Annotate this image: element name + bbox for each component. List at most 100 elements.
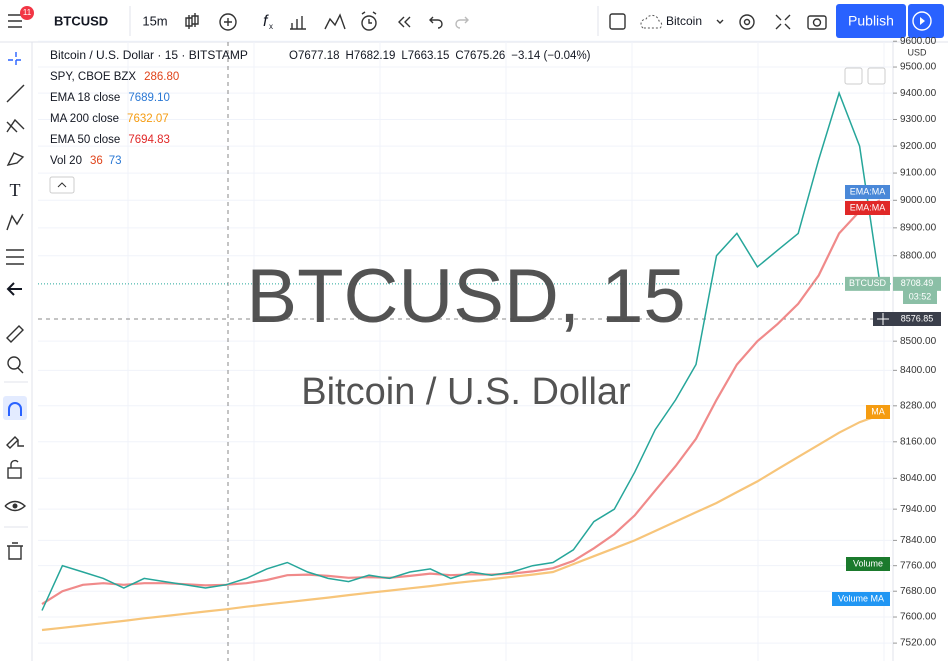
study-name: MA 200 close <box>50 113 119 125</box>
study-name: EMA 18 close <box>50 92 120 104</box>
chart-type-button[interactable] <box>185 13 199 29</box>
symbol-tag: BTCUSD <box>849 278 887 288</box>
interval-button[interactable]: 15m <box>142 13 167 28</box>
alert-button[interactable] <box>361 11 377 31</box>
ohlc-value: L7663.15 <box>401 50 449 62</box>
ohlc-value: O7677.18 <box>289 50 340 62</box>
axis-labels: EMA:MA EMA:MA BTCUSD 8708.49 03:52 8576.85 MA V… <box>832 185 941 606</box>
volume-ma-tag: Volume MA <box>838 593 884 603</box>
plot-area: 9600.00 9500.00 9400.00 9300.00 9200.00 9100.… <box>38 36 937 661</box>
y-tick-label: 9500.00 <box>900 62 937 73</box>
svg-text:f: f <box>263 13 269 30</box>
publish-label: Publish <box>848 13 894 29</box>
redo-button[interactable] <box>455 16 469 29</box>
svg-text:x: x <box>269 22 273 31</box>
volume-value: 36 <box>90 155 103 167</box>
ma-tag-bg <box>866 405 890 419</box>
study-name: EMA 50 close <box>50 134 120 146</box>
ema-tag-bg <box>845 185 890 199</box>
watermark-title: BTCUSD, 15 <box>246 254 685 339</box>
layout-button[interactable] <box>640 14 724 29</box>
y-tick-label: 9000.00 <box>900 195 937 206</box>
volume-ma-tag-bg <box>832 592 890 606</box>
ohlc-value: H7682.19 <box>346 50 396 62</box>
symbol-tag-bg <box>845 276 890 291</box>
compare-button[interactable] <box>219 13 237 31</box>
y-tick-label: 7760.00 <box>900 560 937 571</box>
watermark-subtitle: Bitcoin / U.S. Dollar <box>301 371 631 413</box>
undo-button[interactable] <box>429 16 443 29</box>
y-tick-label: 8800.00 <box>900 250 937 261</box>
symbol-input[interactable]: BTCUSD <box>54 13 108 28</box>
volume-tag: Volume <box>853 558 883 568</box>
y-tick-label: 9600.00 <box>900 36 937 47</box>
badge <box>20 6 34 20</box>
ohlc-value: −3.14 (−0.04%) <box>511 50 590 62</box>
y-tick-label: 7840.00 <box>900 535 937 546</box>
ema-tag: EMA:MA <box>850 186 886 196</box>
settings-button[interactable] <box>739 14 755 30</box>
study-value: 7694.83 <box>128 134 170 146</box>
study-name: SPY, CBOE BZX <box>50 71 136 83</box>
studies-legend: SPY, CBOE BZX 286.80 EMA 18 close 7689.10 MA… <box>50 71 179 167</box>
volume-ma-value: 73 <box>109 155 122 167</box>
y-tick-label: 7680.00 <box>900 586 937 597</box>
price-line <box>41 413 881 632</box>
study-value: 7689.10 <box>128 92 170 104</box>
fullscreen-select[interactable] <box>609 13 626 30</box>
crosshair-plus <box>877 313 889 325</box>
maximize-button[interactable] <box>867 67 886 85</box>
publish-button[interactable] <box>836 4 906 38</box>
y-tick-label: 8400.00 <box>900 365 937 376</box>
fullscreen-button[interactable] <box>775 14 791 30</box>
scroll-button[interactable] <box>844 67 863 85</box>
countdown-tag-bg <box>903 290 937 304</box>
y-tick-label: 8280.00 <box>900 400 937 411</box>
y-tick-label: 9100.00 <box>900 168 937 179</box>
badge-count: 11 <box>23 8 32 17</box>
ema-tag: EMA:MA <box>850 202 886 212</box>
replay-button[interactable] <box>398 16 411 28</box>
ohlc-values: O7677.18 H7682.19 L7663.15 C7675.26 −3.14 (−… <box>289 50 591 62</box>
study-value: 286.80 <box>144 71 179 83</box>
ema-tag-bg <box>845 201 890 215</box>
y-tick-label: 9300.00 <box>900 114 937 125</box>
financials-button[interactable] <box>290 16 306 30</box>
study-value: 7632.07 <box>127 113 169 125</box>
collapse-legend[interactable] <box>49 176 75 194</box>
snapshot-button[interactable] <box>807 15 827 30</box>
y-tick-label: 9400.00 <box>900 88 937 99</box>
y-tick-label: 7600.00 <box>900 612 937 623</box>
y-tick-label: 7520.00 <box>900 638 937 649</box>
volume-name: Vol 20 <box>50 155 82 167</box>
ohlc-value: C7675.26 <box>455 50 505 62</box>
crosshair-tag-bg <box>893 312 941 326</box>
collapse-icon <box>57 182 67 188</box>
play-icon <box>912 11 932 31</box>
play-icon <box>920 17 925 25</box>
y-tick-label: 7940.00 <box>900 504 937 515</box>
last-price-tag-bg <box>893 276 941 291</box>
last-price-tag: 8708.49 <box>901 278 934 288</box>
y-tick-label: 8160.00 <box>900 436 937 447</box>
menu-button[interactable] <box>8 14 22 28</box>
templates-button[interactable] <box>324 13 346 30</box>
volume-tag-bg <box>846 557 890 571</box>
y-tick-label: 8500.00 <box>900 336 937 347</box>
axis-unit: USD <box>907 47 927 57</box>
price-line <box>41 90 881 611</box>
layout-name[interactable]: Bitcoin <box>666 14 702 28</box>
ma-tag: MA <box>871 406 885 416</box>
drawing-tools[interactable]: T <box>3 52 27 560</box>
y-tick-label: 8900.00 <box>900 222 937 233</box>
y-tick-label: 8040.00 <box>900 473 937 484</box>
top-toolbar <box>0 0 948 42</box>
countdown-tag: 03:52 <box>909 291 932 301</box>
publish-menu[interactable] <box>908 4 944 38</box>
y-tick-label: 9200.00 <box>900 141 937 152</box>
crosshair-tag: 8576.85 <box>901 313 934 323</box>
svg-text:T: T <box>10 180 21 200</box>
